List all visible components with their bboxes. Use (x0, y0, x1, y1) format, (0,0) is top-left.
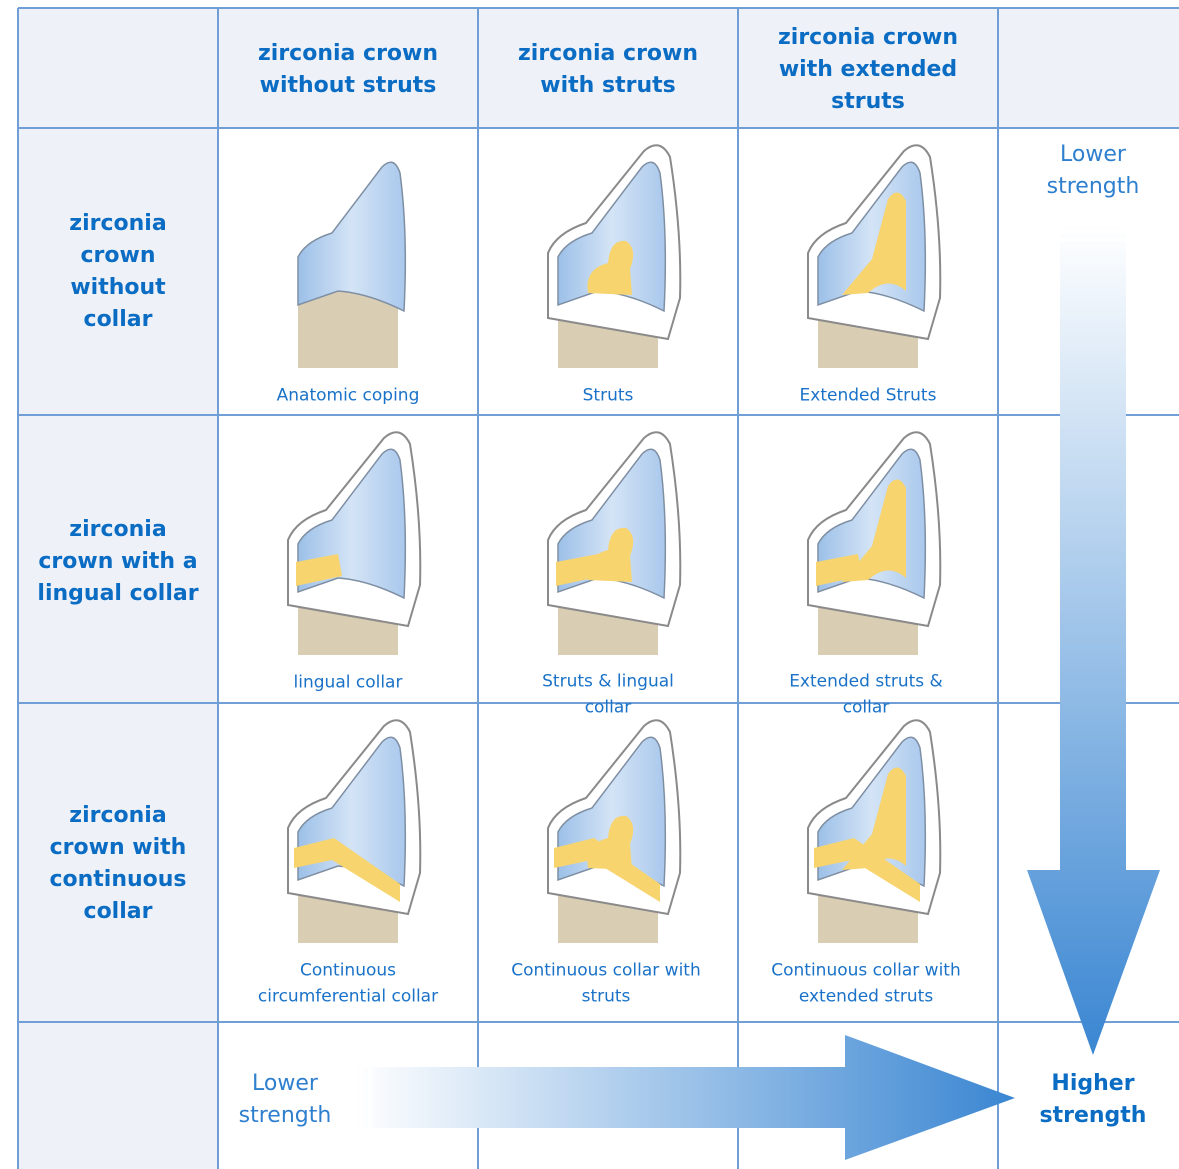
cell-caption: Continuous circumferential collar (257, 960, 439, 1007)
cell-caption: Extended Struts (799, 385, 937, 406)
arrow-label: Higher strength (1039, 1071, 1147, 1128)
row-header: zirconia crown with a lingual collar (37, 517, 199, 606)
cell-caption: Continuous collar with struts (511, 960, 701, 1007)
arrow-label: Lower strength (238, 1071, 332, 1128)
cell-caption: lingual collar (293, 672, 403, 693)
cell-caption: Extended struts & collar (789, 671, 943, 718)
column-header: zirconia crown without struts (257, 41, 439, 98)
row-header: zirconia crown without collar (69, 211, 167, 332)
cell-caption: Anatomic coping (276, 385, 420, 406)
cell-caption: Struts & lingual collar (542, 671, 674, 718)
cell-caption: Struts (582, 385, 634, 406)
arrow-label: Lower strength (1046, 142, 1140, 199)
column-header: zirconia crown with extended struts (777, 25, 959, 114)
column-header: zirconia crown with struts (517, 41, 699, 98)
row-header: zirconia crown with continuous collar (49, 803, 187, 924)
cell-caption: Continuous collar with extended struts (771, 960, 961, 1007)
